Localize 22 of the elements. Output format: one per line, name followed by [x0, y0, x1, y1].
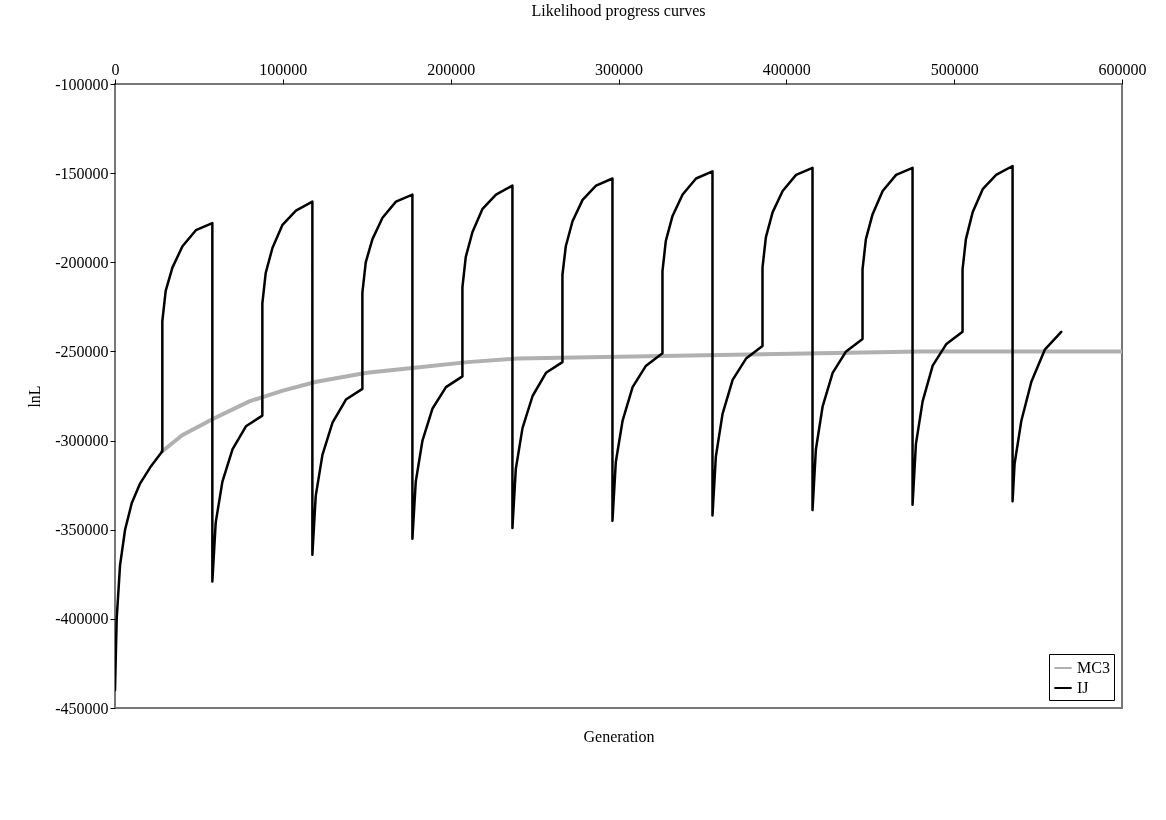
x-tick-label: 600000 — [1098, 60, 1147, 78]
x-tick-label: 0 — [111, 60, 120, 78]
x-tick-label: 300000 — [595, 60, 643, 78]
x-tick-label: 200000 — [427, 60, 476, 78]
y-tick-label: -350000 — [55, 521, 109, 539]
legend-label: MC3 — [1077, 659, 1110, 676]
y-axis-title: lnL — [26, 385, 44, 408]
y-tick-label: -300000 — [55, 432, 109, 450]
chart-title: Likelihood progress curves — [531, 2, 706, 20]
x-tick-label: 400000 — [762, 60, 811, 78]
y-tick-label: -150000 — [55, 164, 109, 182]
x-tick-label: 100000 — [259, 60, 308, 78]
y-tick-label: -100000 — [55, 75, 109, 93]
x-tick-label: 500000 — [930, 60, 979, 78]
legend-label: IJ — [1077, 679, 1089, 696]
x-axis-title: Generation — [583, 727, 655, 745]
line-series — [160, 349, 1122, 454]
y-tick-label: -400000 — [55, 610, 109, 628]
y-tick-label: -250000 — [55, 342, 109, 360]
y-tick-label: -200000 — [55, 253, 109, 271]
y-tick-label: -450000 — [55, 699, 109, 717]
line-series — [115, 164, 1063, 692]
